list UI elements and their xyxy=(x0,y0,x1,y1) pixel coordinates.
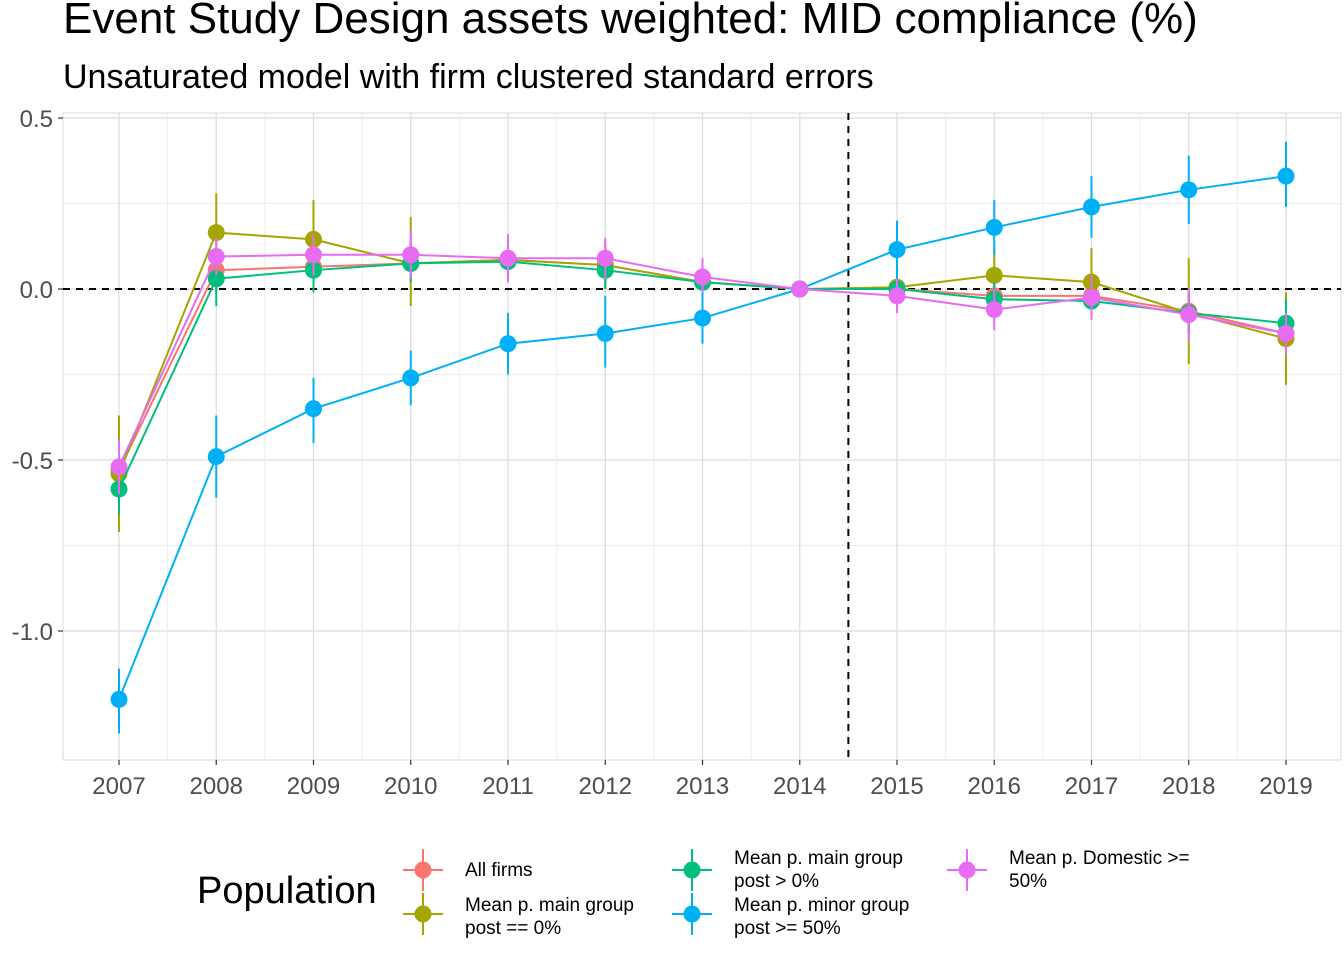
data-point xyxy=(207,270,225,288)
data-point xyxy=(694,268,711,286)
legend-label: All firms xyxy=(465,860,533,881)
x-tick-label: 2009 xyxy=(287,773,340,800)
y-tick-label: -0.5 xyxy=(12,448,53,475)
data-point xyxy=(402,246,420,264)
legend-label: Mean p. Domestic >= 50% xyxy=(1009,848,1190,892)
data-point xyxy=(207,248,225,266)
data-point xyxy=(1180,181,1198,199)
data-point xyxy=(596,324,614,342)
data-point xyxy=(888,287,906,305)
data-point xyxy=(402,369,420,387)
legend-key-icon xyxy=(672,849,712,891)
data-point xyxy=(1083,198,1100,216)
legend-label: Mean p. main group post == 0% xyxy=(465,895,634,939)
data-point xyxy=(985,301,1003,319)
x-tick-label: 2016 xyxy=(968,773,1021,800)
legend-key-point xyxy=(683,905,701,923)
axis-layer: 0.5 0.0 -0.5 -1.0 2007 2008 2009 2010 2011 2012 20… xyxy=(12,106,1313,800)
legend-label: Mean p. main group post > 0% xyxy=(734,848,903,892)
legend-title: Population xyxy=(197,870,377,912)
x-tick-label: 2018 xyxy=(1162,773,1215,800)
series-4 xyxy=(110,230,1295,495)
x-tick-label: 2010 xyxy=(384,773,437,800)
legend-key-point xyxy=(414,905,432,923)
grid-layer xyxy=(62,112,1342,761)
x-tick-label: 2014 xyxy=(773,773,826,800)
legend-key-icon xyxy=(403,849,443,891)
x-tick-label: 2015 xyxy=(870,773,923,800)
data-point xyxy=(305,246,322,264)
data-point xyxy=(694,309,711,327)
data-point xyxy=(305,400,322,418)
legend-key-point xyxy=(958,861,976,879)
data-point xyxy=(110,690,128,708)
data-point xyxy=(1180,306,1198,324)
data-point xyxy=(888,241,906,259)
chart-subtitle: Unsaturated model with firm clustered st… xyxy=(63,58,874,96)
chart-title: Event Study Design assets weighted: MID … xyxy=(63,0,1198,43)
legend-key-point xyxy=(683,861,701,879)
x-tick-label: 2011 xyxy=(482,773,534,800)
data-point xyxy=(1083,289,1100,307)
legend-label: Mean p. minor group post >= 50% xyxy=(734,895,910,939)
y-tick-label: -1.0 xyxy=(12,619,53,646)
x-tick-label: 2008 xyxy=(190,773,243,800)
data-point xyxy=(110,458,128,476)
x-tick-label: 2007 xyxy=(92,773,145,800)
data-point xyxy=(985,218,1003,236)
data-point xyxy=(791,280,809,298)
data-point xyxy=(499,249,517,267)
legend-key-icon xyxy=(403,893,443,935)
series-layer xyxy=(110,141,1295,734)
y-tick-label: 0.0 xyxy=(20,277,53,304)
x-tick-label: 2012 xyxy=(579,773,632,800)
legend-key-icon xyxy=(672,893,712,935)
data-point xyxy=(985,266,1003,284)
data-point xyxy=(1277,167,1295,185)
data-point xyxy=(207,448,225,466)
x-tick-label: 2019 xyxy=(1259,773,1312,800)
legend-key-icon xyxy=(947,849,987,891)
data-point xyxy=(207,224,225,242)
data-point xyxy=(499,335,517,353)
y-tick-label: 0.5 xyxy=(20,106,53,133)
x-tick-label: 2017 xyxy=(1065,773,1118,800)
data-point xyxy=(1277,324,1295,342)
x-tick-label: 2013 xyxy=(676,773,729,800)
data-point xyxy=(596,249,614,267)
legend-key-point xyxy=(414,861,432,879)
